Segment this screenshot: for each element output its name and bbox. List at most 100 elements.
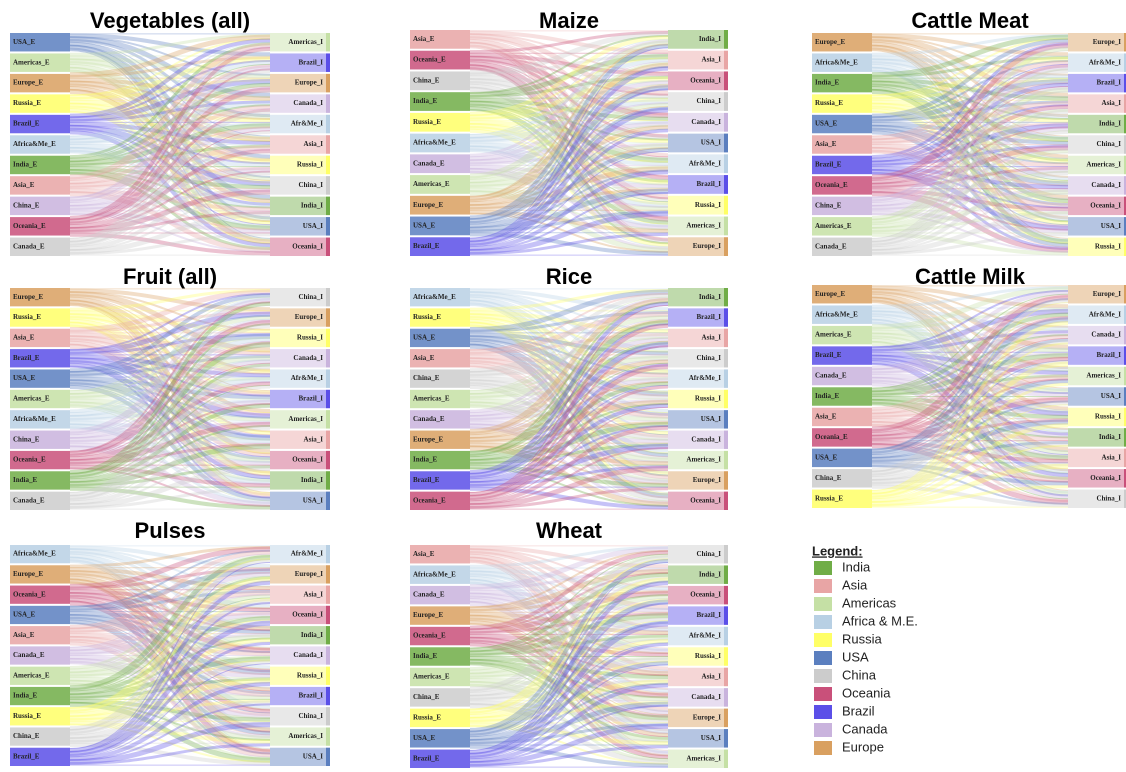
importer-node: [668, 749, 728, 768]
flow: [469, 548, 669, 610]
importer-label: China_I: [696, 97, 721, 105]
flow: [469, 379, 669, 419]
flow: [871, 422, 1069, 481]
importer-label: Americas_I: [1086, 372, 1121, 380]
importer-label: Europe_I: [295, 313, 324, 321]
flow: [69, 616, 271, 695]
flow: [871, 211, 1069, 233]
flow: [871, 102, 1069, 143]
flow: [469, 423, 669, 485]
flow: [871, 127, 1069, 207]
flow: [69, 545, 271, 568]
importer-label: Oceania_I: [1090, 474, 1121, 482]
flow: [69, 398, 271, 422]
flow: [69, 638, 271, 717]
flow: [871, 356, 1069, 437]
flow: [871, 46, 1069, 199]
flow: [469, 562, 669, 751]
flow: [469, 301, 669, 453]
flow: [69, 333, 271, 355]
flow: [871, 382, 1069, 478]
flow: [871, 34, 1069, 78]
flow: [469, 340, 669, 436]
exporter-node: [410, 133, 470, 153]
flow: [69, 78, 271, 122]
flow: [871, 398, 1069, 439]
flow: [469, 102, 669, 162]
flow: [69, 401, 271, 441]
flow: [469, 398, 669, 422]
importer-label: Canada_I: [1091, 181, 1121, 189]
exporter-label: India_E: [413, 652, 437, 660]
exporter-label: Canada_E: [13, 242, 45, 250]
flow: [69, 723, 271, 763]
flow: [69, 575, 271, 670]
flow: [469, 589, 669, 613]
flow: [69, 570, 271, 632]
importer-label: Canada_I: [691, 435, 721, 443]
flow: [871, 89, 1069, 245]
exporter-label: Brazil_E: [13, 120, 40, 128]
exporter-node: [410, 328, 470, 348]
importer-label: Afr&Me_I: [689, 159, 722, 167]
flow: [469, 617, 669, 696]
flow: [69, 289, 271, 333]
flow: [69, 633, 271, 656]
flow: [469, 315, 669, 395]
flow: [69, 110, 271, 245]
importer-bar: [724, 491, 728, 510]
flow: [871, 56, 1069, 78]
flow: [469, 120, 669, 143]
importer-node: [270, 237, 330, 256]
exporter-label: China_E: [13, 732, 40, 740]
flow: [69, 318, 271, 436]
importer-bar: [1124, 217, 1126, 236]
legend-label: Oceania: [842, 685, 891, 700]
flow: [871, 310, 1069, 350]
flow: [871, 36, 1069, 98]
flow: [69, 166, 271, 189]
exporter-node: [10, 707, 70, 726]
importer-node: [668, 647, 728, 666]
flow: [69, 36, 271, 98]
flow: [469, 296, 669, 392]
flow: [69, 85, 271, 181]
panel-title: Fruit (all): [123, 264, 217, 289]
flow: [469, 555, 669, 692]
exporter-node: [10, 196, 70, 216]
flow: [469, 86, 669, 245]
exporter-node: [812, 94, 872, 113]
exporter-label: India_E: [13, 692, 37, 700]
flow: [69, 126, 271, 185]
flow: [69, 612, 271, 655]
flow: [69, 636, 271, 697]
flow: [69, 443, 271, 487]
flow: [871, 43, 1069, 180]
flow: [69, 232, 271, 256]
flow: [871, 170, 1069, 229]
exporter-node: [410, 71, 470, 91]
flow: [69, 576, 271, 713]
flow: [871, 44, 1069, 179]
exporter-label: Canada_E: [413, 591, 445, 599]
exporter-node: [812, 155, 872, 175]
flow: [871, 463, 1069, 507]
flow: [469, 553, 669, 671]
flow: [469, 445, 669, 507]
flow: [69, 80, 271, 142]
flow: [469, 170, 669, 251]
flow: [871, 50, 1069, 239]
flow: [69, 130, 271, 247]
flow: [469, 362, 669, 458]
exporter-node: [10, 73, 70, 93]
importer-bar: [326, 53, 330, 72]
flow: [69, 553, 271, 670]
flow: [871, 334, 1069, 393]
flow: [871, 168, 1069, 209]
importer-bar: [326, 666, 330, 685]
flow: [871, 147, 1069, 209]
flows: [469, 545, 669, 768]
flow: [469, 611, 669, 635]
flow: [871, 211, 1069, 255]
flow: [871, 400, 1069, 459]
